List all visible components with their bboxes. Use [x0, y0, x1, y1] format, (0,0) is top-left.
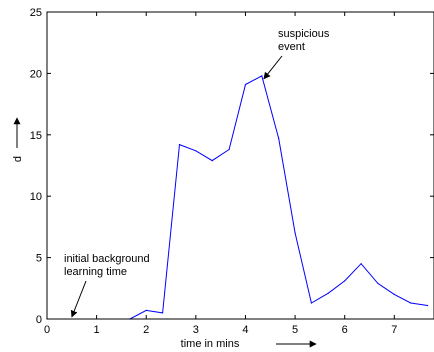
y-tick-label: 5	[36, 253, 42, 265]
x-tick-label: 6	[342, 324, 348, 336]
data-point	[410, 302, 412, 304]
data-point	[195, 150, 197, 152]
data-point	[377, 282, 379, 284]
data-point	[278, 137, 280, 140]
data-point	[211, 160, 213, 162]
data-point	[228, 148, 230, 151]
plot-frame	[46, 11, 434, 320]
x-tick-label: 2	[143, 324, 149, 336]
data-point	[393, 293, 395, 295]
data-point	[294, 232, 296, 234]
series-layer	[46, 75, 429, 320]
annotation-initial-background: initial background learning time	[64, 253, 150, 318]
x-tick-label: 7	[391, 324, 397, 336]
annotation-initial-background-line-1: initial background	[64, 253, 150, 265]
annotation-suspicious-event-line-1: suspicious	[278, 28, 330, 40]
x-axis-label-group: time in mins	[181, 338, 317, 350]
y-tick-label: 15	[30, 130, 42, 142]
y-axis-label-group: d	[12, 117, 24, 162]
data-point	[427, 304, 429, 307]
x-tick-label: 0	[44, 324, 50, 336]
annotation-suspicious-event-arrow	[263, 55, 283, 80]
data-point	[178, 144, 181, 146]
annotation-suspicious-event-line-2: event	[278, 41, 305, 53]
y-tick-label: 0	[36, 314, 42, 326]
data-point	[310, 302, 312, 304]
data-point	[360, 263, 362, 265]
data-point	[244, 83, 247, 86]
data-point	[162, 312, 164, 314]
y-tick-label: 25	[30, 7, 42, 19]
x-tick-label: 4	[242, 324, 248, 336]
data-point	[344, 280, 346, 282]
annotation-initial-background-arrow	[70, 280, 87, 318]
data-point	[261, 75, 263, 77]
x-tick-label: 5	[292, 324, 298, 336]
series-line-0	[47, 75, 428, 320]
tick-labels: 0 1 2 3 4 5 6 7 0 5 10 15 20 25	[30, 7, 398, 336]
x-tick-label: 3	[193, 324, 199, 336]
data-point	[145, 309, 147, 311]
x-axis-label: time in mins	[181, 338, 240, 350]
y-axis-label: d	[12, 156, 24, 162]
x-tick-label: 1	[94, 324, 100, 336]
y-tick-label: 10	[30, 191, 42, 203]
annotation-initial-background-line-2: learning time	[64, 266, 127, 278]
y-tick-label: 20	[30, 68, 42, 80]
annotation-suspicious-event: suspicious event	[263, 28, 330, 80]
data-point	[327, 292, 329, 294]
